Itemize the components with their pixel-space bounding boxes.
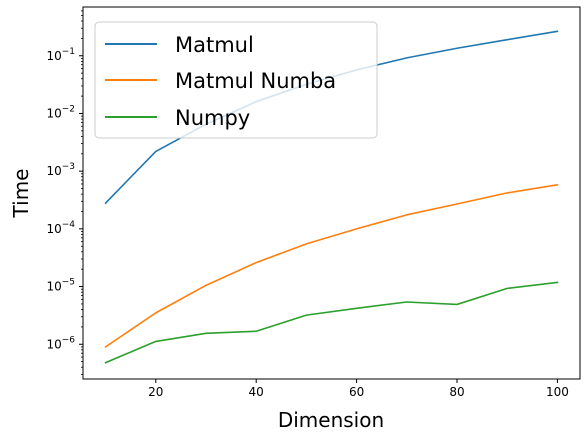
y-tick-label: 10−4	[46, 220, 75, 236]
y-tick-base: 10	[46, 222, 61, 236]
series-line-numpy	[104, 281, 559, 364]
legend-frame	[94, 21, 378, 139]
legend-items: Matmul Matmul Numba Numpy	[105, 33, 336, 130]
y-tick-label: 10−5	[46, 278, 75, 294]
legend-label: Numpy	[175, 106, 250, 130]
legend-label: Matmul Numba	[175, 69, 336, 93]
x-axis-ticks: 20 40 60 80 100	[148, 379, 569, 399]
x-tick-label: 100	[546, 385, 569, 399]
y-tick-label: 10−2	[46, 104, 75, 120]
y-axis-minor-ticks	[81, 10, 83, 375]
x-tick-label: 20	[148, 385, 163, 399]
y-tick-label: 10−1	[46, 47, 75, 63]
x-axis-label: Dimension	[278, 408, 384, 432]
y-tick-label: 10−3	[46, 162, 75, 178]
y-tick-exponent: −4	[62, 220, 76, 230]
y-axis-ticks: 10−610−510−410−310−210−1	[46, 47, 83, 351]
plot-frame	[82, 6, 581, 380]
y-tick-exponent: −6	[62, 335, 76, 345]
y-tick-exponent: −5	[62, 278, 75, 288]
y-tick-label: 10−6	[46, 335, 75, 351]
legend: Matmul Matmul Numba Numpy	[94, 21, 378, 139]
x-tick-label: 40	[249, 385, 264, 399]
y-tick-exponent: −2	[62, 104, 75, 114]
x-tick-label: 60	[349, 385, 364, 399]
y-tick-base: 10	[46, 164, 61, 178]
y-tick-exponent: −3	[62, 162, 75, 172]
x-tick-label: 80	[449, 385, 464, 399]
y-tick-base: 10	[46, 106, 61, 120]
y-tick-base: 10	[46, 49, 61, 63]
series-line-matmul-numba	[104, 183, 559, 349]
y-tick-base: 10	[46, 337, 61, 351]
y-tick-base: 10	[46, 280, 61, 294]
legend-label: Matmul	[175, 33, 254, 57]
y-tick-exponent: −1	[62, 47, 75, 57]
y-axis-label: Time	[9, 169, 33, 219]
